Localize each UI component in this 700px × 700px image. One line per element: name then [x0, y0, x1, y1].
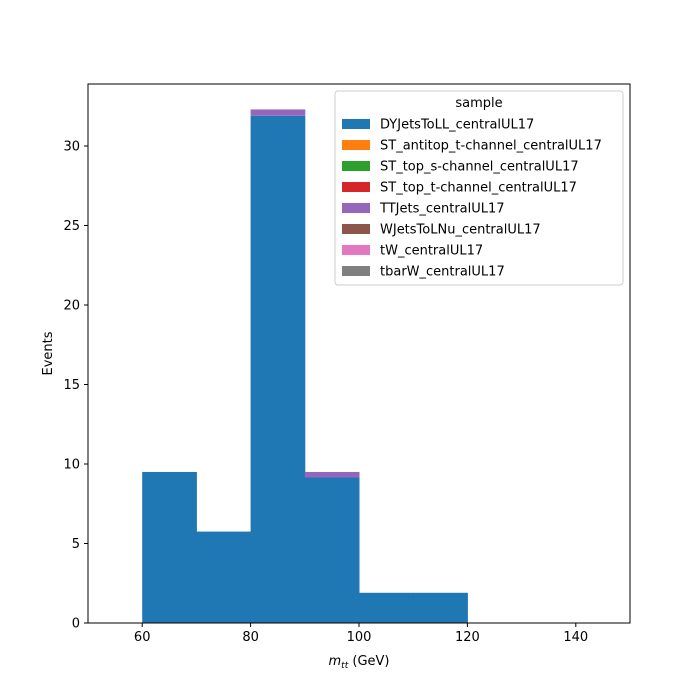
y-tick-label-1: 5	[72, 537, 80, 552]
legend-swatch-3	[342, 182, 370, 192]
x-tick-label-0: 60	[134, 630, 151, 645]
legend-label-1: ST_antitop_t-channel_centralUL17	[380, 139, 602, 154]
y-axis-label: Events	[41, 331, 56, 375]
legend-label-4: TTJets_centralUL17	[379, 202, 505, 217]
x-tick-label-2: 100	[347, 630, 372, 645]
legend-box	[334, 90, 624, 286]
legend-items: DYJetsToLL_centralUL17 ST_antitop_t-chann…	[342, 118, 602, 280]
legend-swatch-5	[342, 224, 370, 234]
y-axis-ticks: 0 5 10 15 20 25 30	[63, 140, 88, 632]
legend-label-6: tW_centralUL17	[380, 244, 483, 259]
bar-0-0	[142, 471, 197, 623]
bar-4-2	[250, 109, 306, 116]
y-tick-label-2: 10	[63, 458, 80, 473]
y-tick-label-3: 15	[63, 378, 80, 393]
bars-group	[142, 109, 468, 623]
bar-0-1	[196, 531, 252, 623]
y-tick-label-0: 0	[72, 617, 80, 632]
x-axis-label-main: m	[329, 654, 342, 669]
legend-label-3: ST_top_t-channel_centralUL17	[380, 181, 577, 196]
x-axis-label: mtt (GeV)	[329, 654, 390, 671]
x-axis-label-sub: tt	[341, 661, 349, 671]
bar-0-4	[359, 592, 414, 623]
x-tick-label-3: 120	[455, 630, 480, 645]
bar-4-3	[304, 471, 360, 478]
x-tick-label-1: 80	[242, 630, 259, 645]
y-tick-label-5: 25	[63, 219, 80, 234]
legend-swatch-4	[342, 203, 370, 213]
y-tick-label-4: 20	[63, 299, 80, 314]
legend-label-0: DYJetsToLL_centralUL17	[380, 118, 534, 133]
x-tick-label-4: 140	[563, 630, 588, 645]
legend-swatch-2	[342, 161, 370, 171]
legend-label-5: WJetsToLNu_centralUL17	[380, 223, 541, 238]
x-axis-label-unit: (GeV)	[348, 654, 389, 669]
bar-0-3	[304, 477, 360, 623]
legend-label-2: ST_top_s-channel_centralUL17	[380, 160, 579, 175]
legend-swatch-0	[342, 119, 370, 129]
bar-0-5	[413, 592, 468, 623]
legend-swatch-6	[342, 245, 370, 255]
legend-title: sample	[455, 96, 502, 111]
legend: sample DYJetsToLL_centralUL17 ST_antitop_…	[334, 90, 624, 286]
bar-0-2	[250, 115, 306, 623]
x-axis-ticks: 60 80 100 120 140	[134, 623, 588, 645]
legend-label-7: tbarW_centralUL17	[380, 265, 505, 280]
legend-swatch-7	[342, 266, 370, 276]
y-tick-label-6: 30	[63, 140, 80, 155]
legend-swatch-1	[342, 140, 370, 150]
